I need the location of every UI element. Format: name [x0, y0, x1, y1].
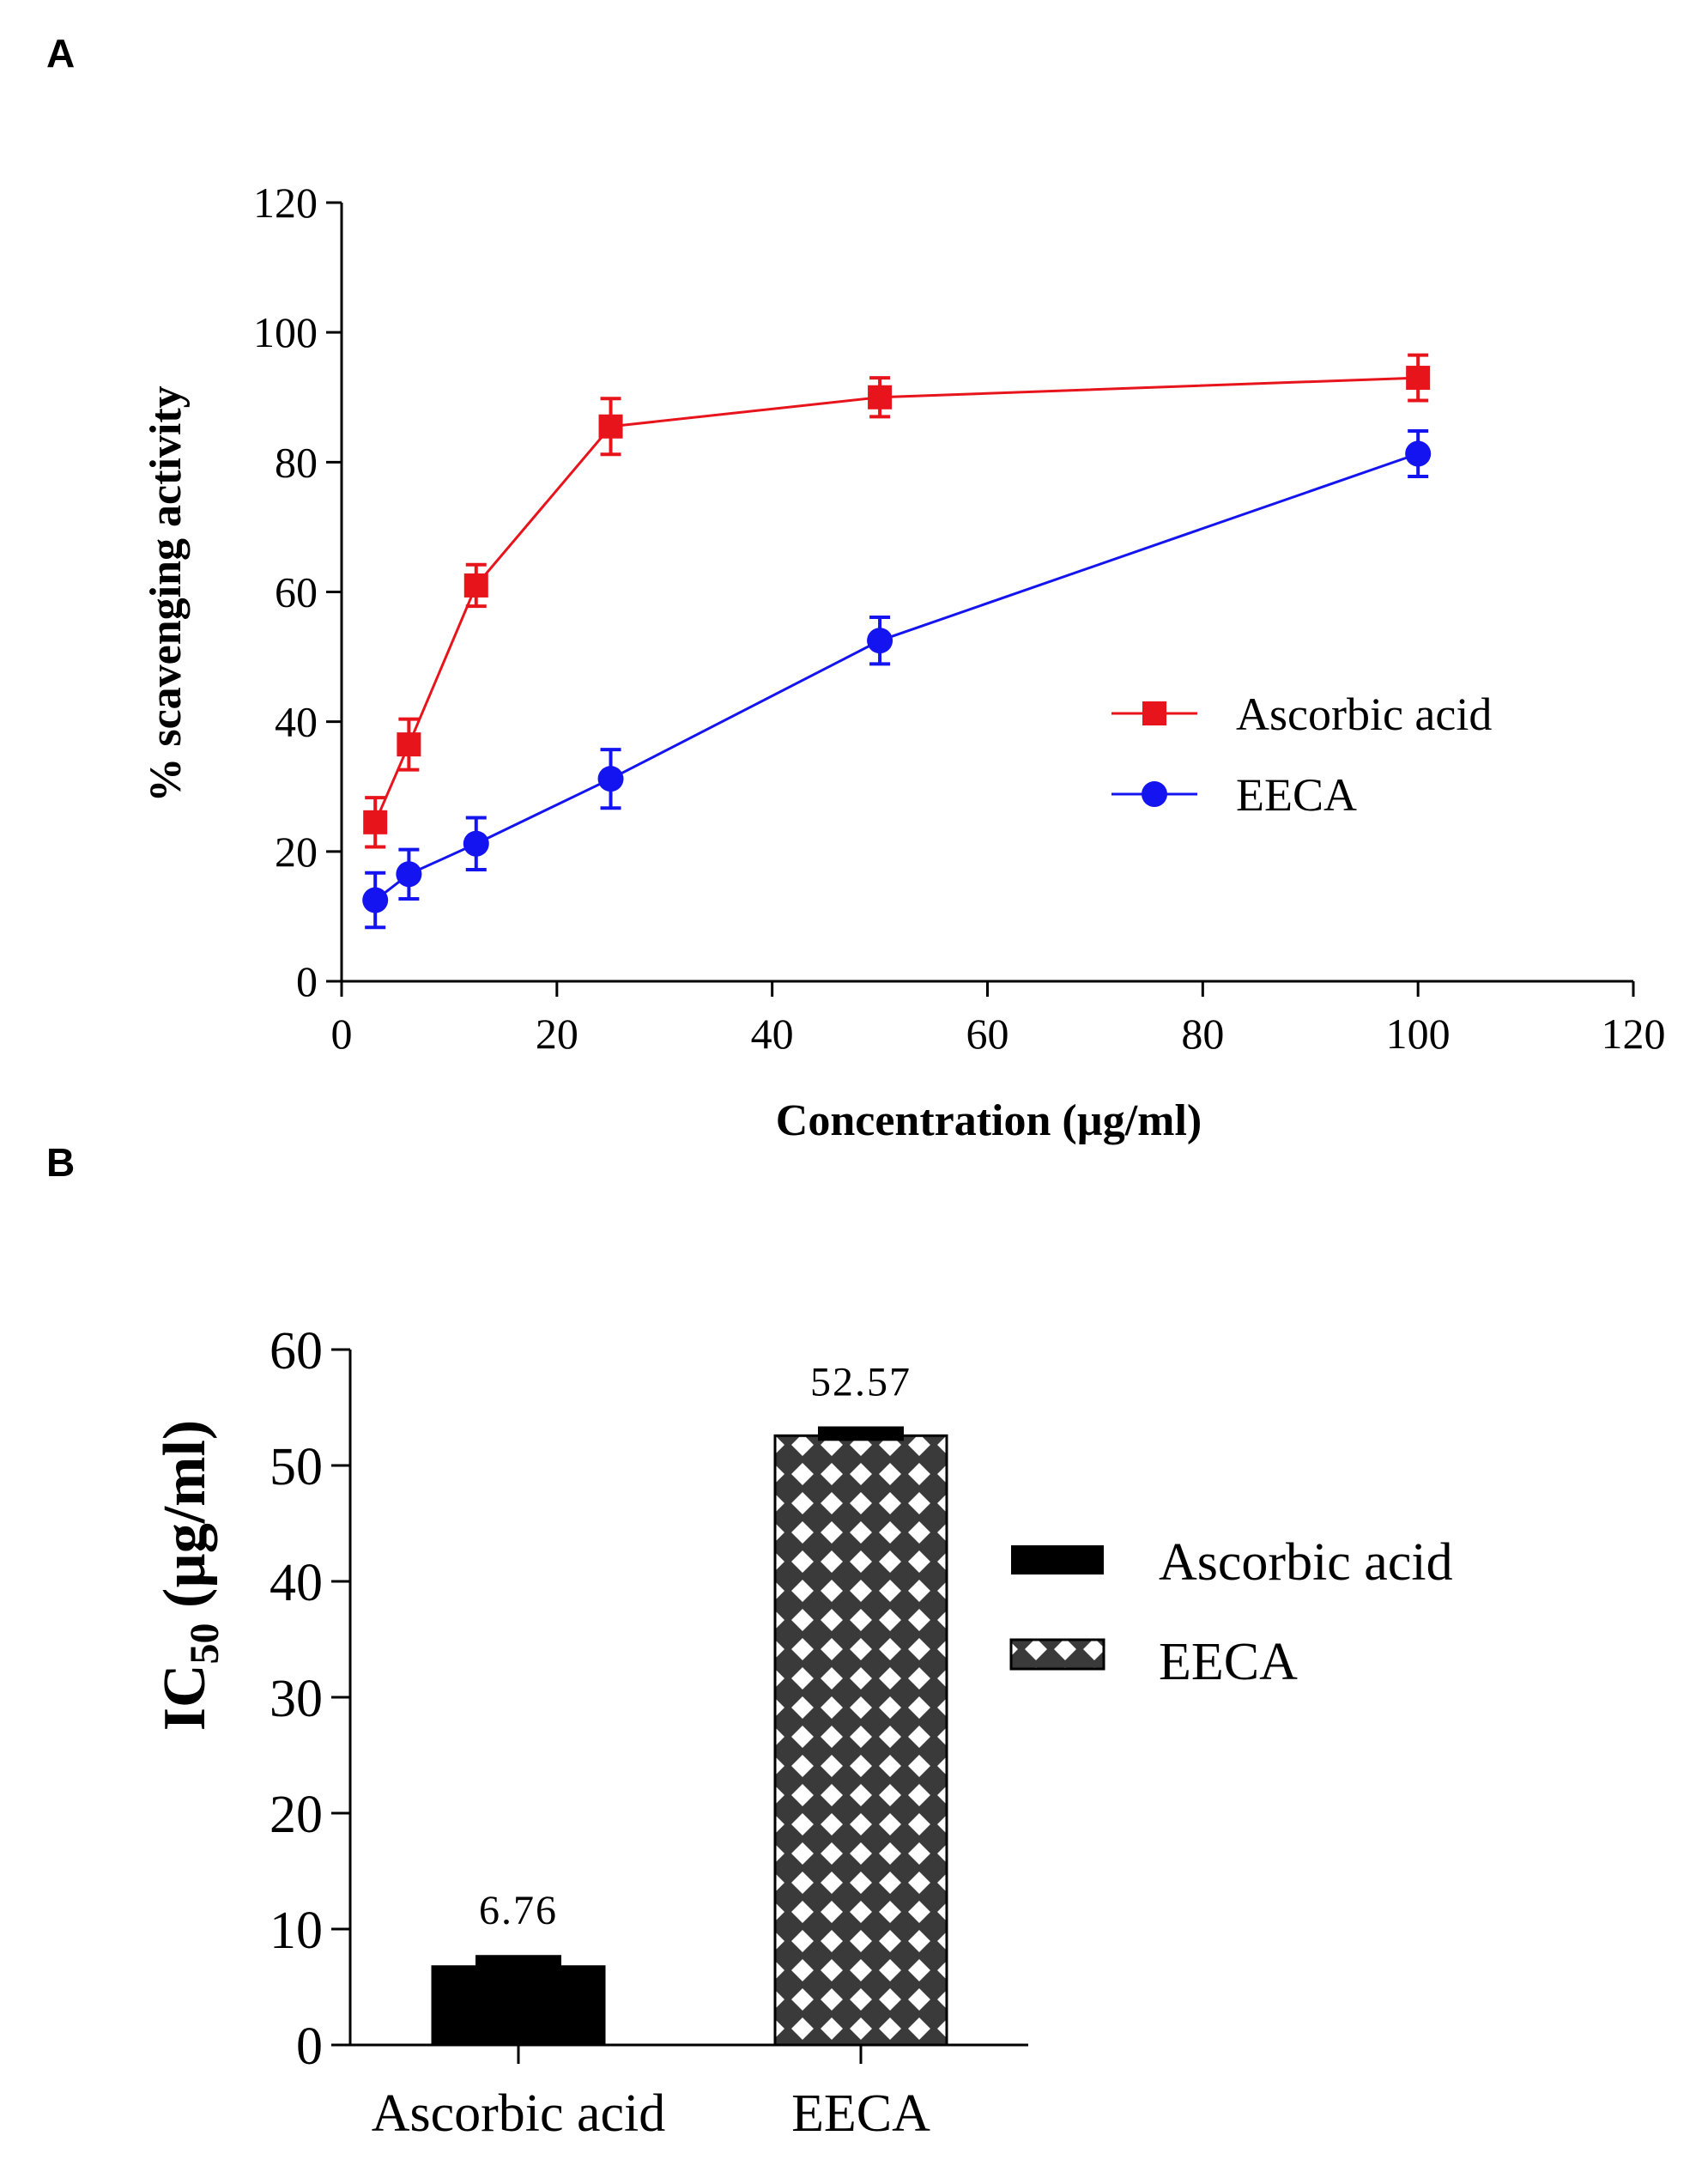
y-tick-label: 30 [270, 1670, 323, 1728]
data-point [867, 628, 893, 654]
data-point [1406, 366, 1431, 391]
bar [773, 1434, 948, 2047]
legend-label-eeca: EECA [1236, 769, 1357, 821]
x-tick-label: 40 [751, 1010, 794, 1058]
x-tick-labels: 0 20 40 60 80 100 120 [331, 1010, 1666, 1058]
y-tick-label: 120 [253, 179, 318, 227]
x-tick-label: 120 [1602, 1010, 1666, 1058]
y-tick-label: 20 [275, 828, 318, 876]
series-eeca [362, 429, 1432, 930]
y-tick-labels: 0 20 40 60 80 100 120 [253, 179, 318, 1005]
y-axis-title-subscript: 50 [182, 1623, 227, 1664]
line-chart-a: 0 20 40 60 80 100 120 0 20 40 60 80 100 120 Concentr… [142, 179, 1666, 1145]
y-tick-label: 60 [270, 1322, 323, 1380]
data-point [396, 861, 422, 888]
x-tick-label: Ascorbic acid [372, 2084, 666, 2143]
bar-eeca: EECA 52.57 [773, 1360, 948, 2143]
data-point [463, 573, 488, 598]
data-point [463, 830, 489, 857]
x-tick-label: 80 [1181, 1010, 1224, 1058]
y-tick-label: 80 [275, 438, 318, 486]
legend: Ascorbic acid EECA [1009, 1533, 1453, 1691]
data-point [597, 766, 624, 792]
line-chart-axes [326, 201, 1635, 997]
data-point [1405, 440, 1432, 467]
x-tick-label: 100 [1386, 1010, 1451, 1058]
series-group [362, 353, 1432, 930]
y-tick-labels: 0 10 20 30 40 50 60 [270, 1322, 323, 2076]
x-tick-label: 20 [536, 1010, 578, 1058]
legend-swatch-eeca [1009, 1638, 1105, 1671]
legend-label-ascorbic: Ascorbic acid [1159, 1533, 1453, 1592]
y-tick-label: 100 [253, 308, 318, 356]
error-bar [475, 1955, 561, 1972]
data-point [868, 385, 893, 410]
legend: Ascorbic acid EECA [1111, 689, 1492, 821]
x-tick-label: 0 [331, 1010, 353, 1058]
bar [431, 1965, 606, 2047]
y-axis-title: % scavenging activity [142, 385, 191, 802]
series-ascorbic-acid [363, 353, 1431, 849]
panel-label-a: A [46, 31, 75, 76]
y-tick-label: 40 [270, 1554, 323, 1612]
data-label: 6.76 [479, 1888, 558, 1933]
series-line [373, 376, 1419, 823]
x-tick-label: 60 [966, 1010, 1009, 1058]
panel-label-b: B [46, 1140, 75, 1185]
legend-label-ascorbic: Ascorbic acid [1236, 689, 1492, 740]
data-point [362, 887, 389, 913]
y-tick-label: 50 [270, 1438, 323, 1496]
y-axis-title: IC50 (µg/ml) [152, 1420, 227, 1731]
bar-chart-b: 0 10 20 30 40 50 60 Ascorbic acid 6.76 EECA 52.57… [152, 1322, 1453, 2143]
x-tick-label: EECA [791, 2084, 930, 2143]
legend-marker-eeca [1142, 781, 1167, 807]
y-axis-title-main: IC [152, 1664, 218, 1731]
bars-group: Ascorbic acid 6.76 EECA 52.57 [372, 1360, 948, 2143]
y-tick-label: 0 [296, 957, 318, 1005]
y-tick-label: 20 [270, 1786, 323, 1844]
y-tick-label: 40 [275, 698, 318, 746]
data-point [363, 810, 388, 834]
error-bar [818, 1426, 904, 1441]
legend-marker-ascorbic [1142, 701, 1166, 725]
legend-swatch-ascorbic [1011, 1545, 1104, 1574]
y-tick-label: 60 [275, 568, 318, 616]
data-label: 52.57 [810, 1360, 912, 1405]
y-axis-title-unit: (µg/ml) [152, 1420, 218, 1623]
bar-ascorbic-acid: Ascorbic acid 6.76 [372, 1888, 666, 2143]
x-axis-title: Concentration (µg/ml) [776, 1096, 1202, 1145]
legend-label-eeca: EECA [1159, 1633, 1298, 1691]
data-point [397, 732, 421, 757]
y-tick-label: 10 [270, 1902, 323, 1960]
data-point [598, 414, 623, 439]
y-tick-label: 0 [296, 2017, 323, 2076]
